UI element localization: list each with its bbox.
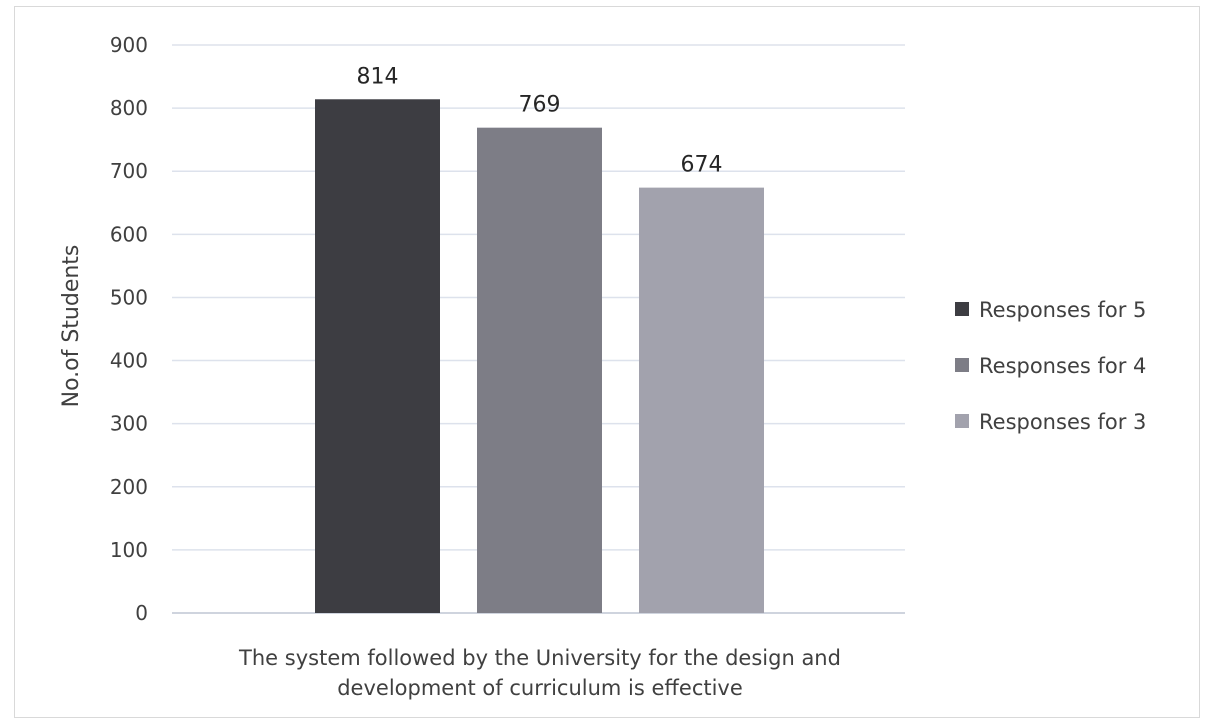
y-tick-label: 700 <box>110 159 148 183</box>
y-tick-label: 100 <box>110 538 148 562</box>
bar-responses-for-4 <box>477 127 602 614</box>
bar-responses-for-3 <box>639 187 764 613</box>
legend-swatch <box>955 302 969 316</box>
y-tick-label: 300 <box>110 412 148 436</box>
legend-label: Responses for 4 <box>979 354 1146 378</box>
data-label: 769 <box>519 93 561 118</box>
x-category-label: The system followed by the University fo… <box>238 646 841 700</box>
y-tick-label: 800 <box>110 96 148 120</box>
legend-swatch <box>955 358 969 372</box>
legend-label: Responses for 3 <box>979 410 1146 434</box>
gridlines <box>172 44 905 614</box>
legend-label: Responses for 5 <box>979 298 1146 322</box>
chart-frame <box>14 6 1200 718</box>
data-label: 814 <box>357 64 399 89</box>
y-tick-label: 900 <box>110 33 148 57</box>
y-tick-label: 600 <box>110 222 148 246</box>
bar-series <box>315 99 764 614</box>
y-axis-ticks: 0 100 200 300 400 500 600 700 800 900 <box>110 33 148 625</box>
x-category-label-line: The system followed by the University fo… <box>238 646 841 670</box>
data-labels: 814 769 674 <box>357 64 723 177</box>
legend: Responses for 5 Responses for 4 Responses … <box>955 298 1146 434</box>
y-tick-label: 400 <box>110 349 148 373</box>
y-axis-label: No.of Students <box>59 245 84 408</box>
y-tick-label: 500 <box>110 285 148 309</box>
data-label: 674 <box>681 153 723 178</box>
legend-swatch <box>955 414 969 428</box>
x-category-label-line: development of curriculum is effective <box>337 676 743 700</box>
y-tick-label: 200 <box>110 475 148 499</box>
bar-responses-for-5 <box>315 99 440 613</box>
y-tick-label: 0 <box>135 601 148 625</box>
